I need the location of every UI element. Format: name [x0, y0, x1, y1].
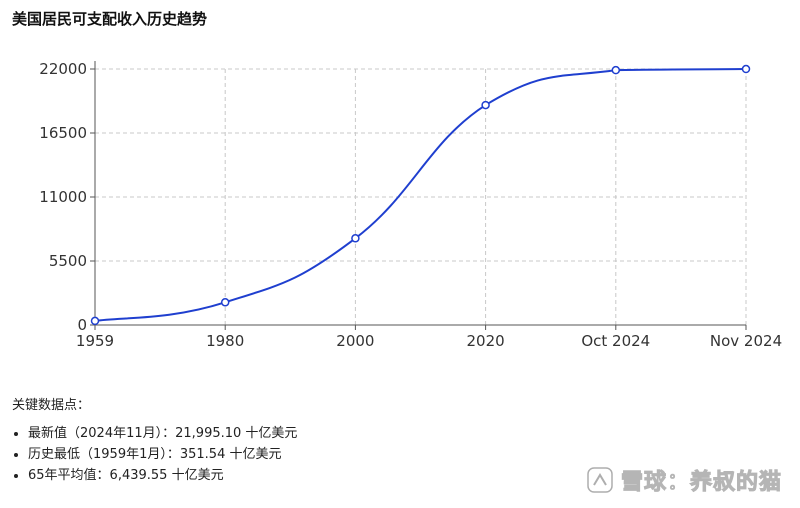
- x-tick-label: Nov 2024: [710, 332, 782, 350]
- data-point: [351, 234, 360, 243]
- notes-list: 最新值（2024年11月）：21,995.10 十亿美元 历史最低（1959年1…: [12, 423, 297, 486]
- series-line: [94, 68, 747, 322]
- data-point: [611, 65, 621, 75]
- x-tick-label: 1980: [206, 332, 244, 350]
- note-latest-value: 最新值（2024年11月）：21,995.10 十亿美元: [28, 423, 297, 444]
- y-tick-label: 16500: [39, 124, 87, 142]
- snowball-logo-icon: [587, 467, 613, 493]
- data-point: [90, 316, 100, 326]
- note-average: 65年平均值：6,439.55 十亿美元: [28, 465, 297, 486]
- x-tick-label: Oct 2024: [581, 332, 650, 350]
- x-tick-label: 2000: [336, 332, 374, 350]
- line-chart: 0 5500 11000 16500 22000 1959 1980 2000 2020 Oct …: [39, 60, 782, 350]
- note-historic-low: 历史最低（1959年1月）：351.54 十亿美元: [28, 444, 297, 465]
- data-point: [220, 298, 230, 307]
- data-point: [481, 100, 490, 110]
- notes-heading: 关键数据点：: [12, 398, 91, 413]
- x-tick-label: 1959: [76, 332, 114, 350]
- x-tick-label: 2020: [467, 332, 505, 350]
- chart-title: 美国居民可支配收入历史趋势: [12, 10, 208, 28]
- watermark-text: 雪球：养叔的猫: [620, 470, 782, 496]
- y-tick-label: 22000: [39, 60, 87, 78]
- y-tick-label: 5500: [49, 252, 87, 270]
- data-point: [741, 64, 751, 74]
- watermark: 雪球：养叔的猫: [587, 464, 782, 496]
- y-tick-label: 0: [77, 316, 87, 334]
- key-data-notes: 关键数据点： 最新值（2024年11月）：21,995.10 十亿美元 历史最低…: [12, 394, 297, 486]
- y-tick-label: 11000: [39, 188, 87, 206]
